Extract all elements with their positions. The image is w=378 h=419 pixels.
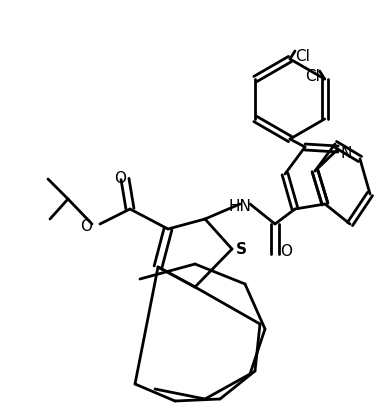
Text: HN: HN — [229, 199, 251, 214]
Text: N: N — [341, 146, 352, 161]
Text: O: O — [114, 171, 126, 186]
Text: Cl: Cl — [295, 49, 310, 64]
Text: Cl: Cl — [305, 69, 320, 84]
Text: S: S — [236, 241, 247, 256]
Text: O: O — [80, 218, 92, 233]
Text: O: O — [280, 244, 292, 259]
